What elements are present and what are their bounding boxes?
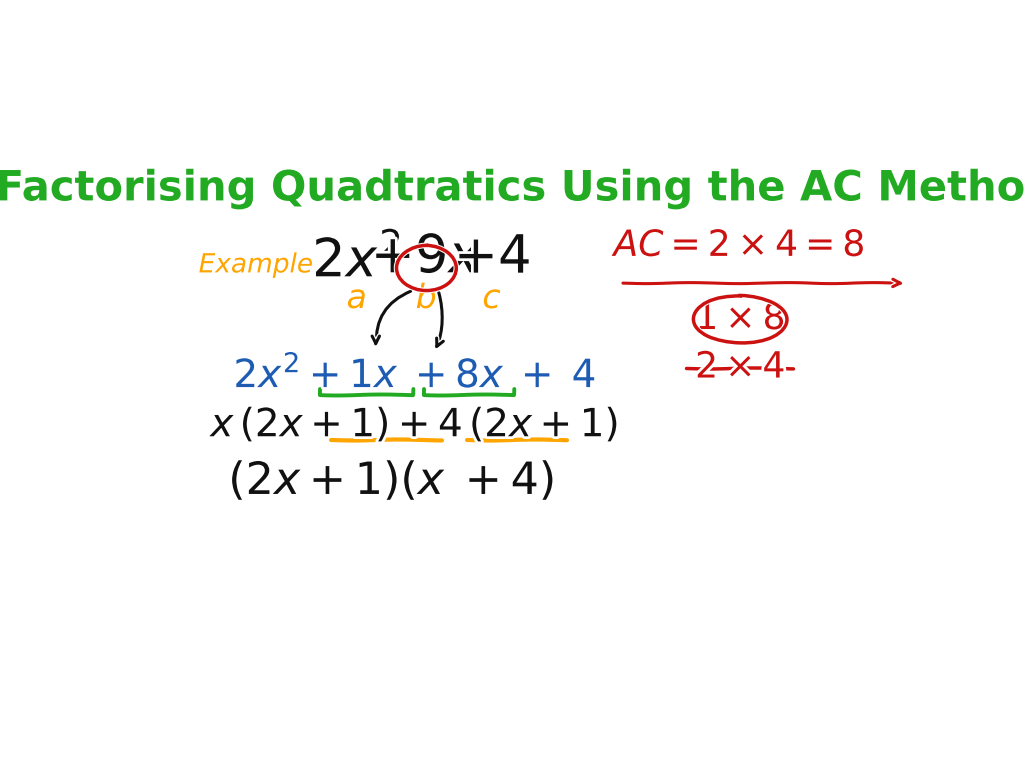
Text: $2x^2$: $2x^2$ [312, 236, 401, 288]
Text: $c$: $c$ [482, 282, 502, 315]
Text: $x\,(2x + 1) + 4\,(2x + 1)$: $x\,(2x + 1) + 4\,(2x + 1)$ [210, 406, 620, 445]
Text: $1\times8$: $1\times8$ [695, 303, 785, 336]
Text: $2\times4$: $2\times4$ [695, 351, 785, 385]
Text: $b$: $b$ [416, 282, 437, 315]
Text: $2x^2+1x \;+8x\;+\;4$: $2x^2+1x \;+8x\;+\;4$ [233, 356, 596, 396]
Text: Example: Example [199, 253, 313, 279]
Text: Factorising Quadtratics Using the AC Method: Factorising Quadtratics Using the AC Met… [0, 167, 1024, 210]
Text: $+4$: $+4$ [454, 232, 530, 283]
Text: $AC = 2\times4 = 8$: $AC = 2\times4 = 8$ [613, 229, 867, 263]
Text: $a$: $a$ [346, 282, 367, 315]
Text: $+ 9x$: $+ 9x$ [371, 232, 482, 283]
Text: $(2x + 1)(x \;+4)$: $(2x + 1)(x \;+4)$ [228, 459, 555, 503]
